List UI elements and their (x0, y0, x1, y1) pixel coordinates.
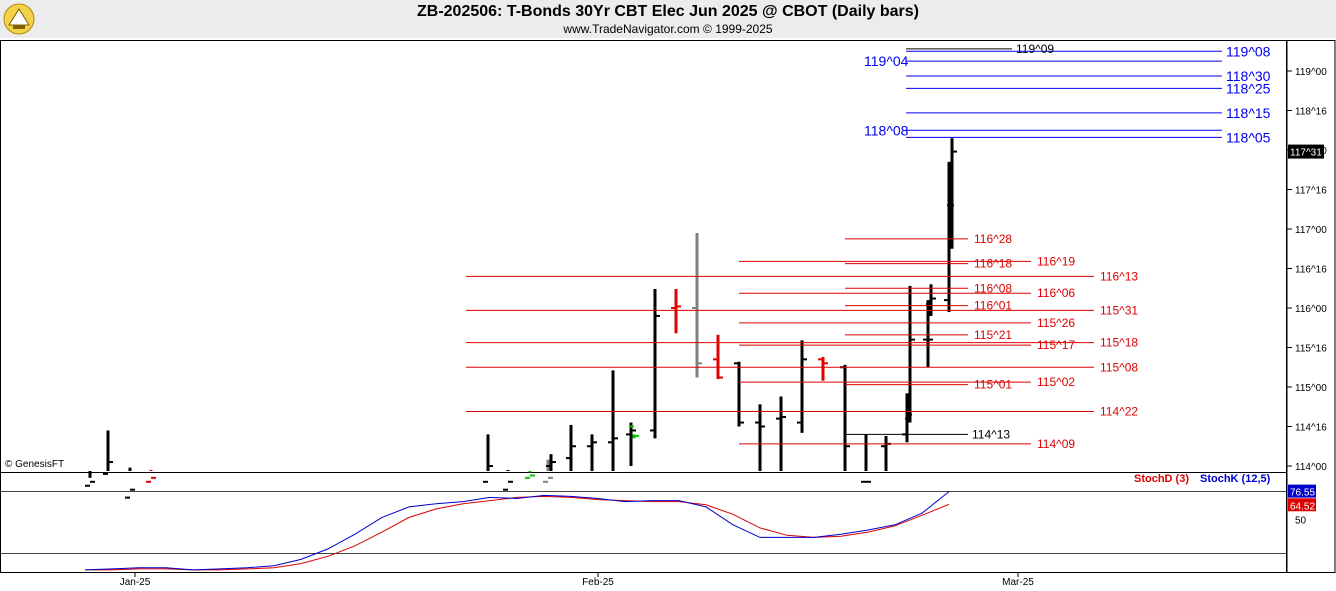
level-label-red: 116^06 (1037, 286, 1075, 300)
y-tick-label: 114^16 (1295, 423, 1327, 434)
level-label-red: 114^09 (1037, 437, 1075, 451)
stoch-panel (0, 472, 1287, 573)
level-label-black: 119^09 (1016, 42, 1054, 56)
level-label-blue: 118^30 (1226, 68, 1271, 84)
level-label-red: 116^18 (974, 257, 1012, 271)
level-label-blue: 119^04 (864, 53, 909, 69)
legend-stochk: StochK (12,5) (1200, 473, 1271, 485)
stochd-value: 64.52 (1290, 501, 1315, 512)
level-label-red: 115^02 (1037, 375, 1075, 389)
trade-navigator-logo-icon (3, 3, 35, 35)
last-price-box (1288, 144, 1324, 159)
level-label-blue: 118^05 (1226, 129, 1271, 145)
y-tick-label: 117^16 (1295, 186, 1327, 197)
level-label-red: 114^22 (1100, 404, 1138, 418)
stoch-y-tick-label: 50 (1295, 516, 1307, 527)
stochk-value-box (1288, 484, 1316, 498)
level-label-red: 116^08 (974, 281, 1012, 295)
stochk-value: 76.55 (1290, 488, 1315, 499)
level-label-red: 115^18 (1100, 336, 1138, 350)
right-axis-panel (1286, 40, 1336, 573)
level-label-red: 115^08 (1100, 360, 1138, 374)
level-label-red: 116^19 (1037, 254, 1075, 268)
chart-title: ZB-202506: T-Bonds 30Yr CBT Elec Jun 202… (417, 3, 919, 20)
level-label-red: 115^01 (974, 378, 1012, 392)
y-tick-label: 118^16 (1295, 107, 1327, 118)
level-label-red: 115^26 (1037, 316, 1075, 330)
watermark: © GenesisFT (5, 459, 64, 470)
y-tick-label: 119^00 (1295, 67, 1327, 78)
y-tick-label: 116^00 (1295, 304, 1327, 315)
level-label-black: 114^13 (972, 427, 1010, 441)
level-label-blue: 118^25 (1226, 80, 1271, 96)
level-label-red: 115^21 (974, 328, 1012, 342)
x-tick-label: Jan-25 (120, 577, 151, 588)
price-panel (0, 40, 1287, 473)
last-price-label: 117^31 (1290, 148, 1322, 159)
stochk-line (84, 491, 950, 571)
level-label-red: 116^13 (1100, 269, 1138, 283)
stochd-line (85, 495, 950, 571)
y-tick-label: 116^16 (1295, 265, 1327, 276)
chart-subtitle: www.TradeNavigator.com © 1999-2025 (563, 22, 773, 36)
x-tick-label: Feb-25 (582, 577, 614, 588)
chart-header (0, 0, 1336, 38)
level-label-red: 115^17 (1037, 338, 1075, 352)
level-label-red: 116^01 (974, 299, 1012, 313)
y-tick-label: 114^00 (1295, 462, 1327, 473)
legend-stochd: StochD (3) (1134, 473, 1189, 485)
x-tick-label: Mar-25 (1002, 577, 1034, 588)
y-tick-label: 115^16 (1295, 344, 1327, 355)
level-label-red: 116^28 (974, 232, 1012, 246)
y-tick-label: 115^00 (1295, 383, 1327, 394)
level-label-blue: 119^08 (1226, 43, 1271, 59)
level-label-blue: 118^08 (864, 122, 909, 138)
level-label-blue: 118^15 (1226, 105, 1271, 121)
stochd-value-box (1288, 498, 1316, 512)
y-tick-label: 117^00 (1295, 225, 1327, 236)
level-label-red: 115^31 (1100, 303, 1138, 317)
